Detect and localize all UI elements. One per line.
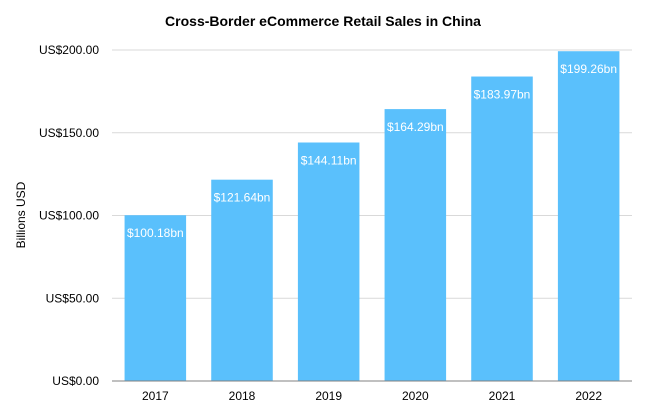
data-label-2021: $183.97bn	[474, 88, 531, 102]
y-tick-label: US$100.00	[39, 209, 99, 223]
x-tick-label: 2020	[402, 389, 429, 403]
bar-2018	[211, 179, 273, 381]
y-tick-label: US$200.00	[39, 43, 99, 57]
bars	[124, 51, 620, 382]
bar-2022	[557, 51, 620, 381]
x-tick-label: 2019	[315, 389, 342, 403]
x-tick-label: 2017	[142, 389, 169, 403]
data-label-2017: $100.18bn	[127, 226, 184, 240]
x-tick-label: 2022	[575, 389, 602, 403]
data-label-2019: $144.11bn	[301, 153, 357, 167]
chart-title: Cross-Border eCommerce Retail Sales in C…	[165, 13, 481, 29]
x-tick-label: 2021	[489, 389, 516, 403]
y-tick-label: US$50.00	[46, 291, 100, 305]
y-tick-label: US$0.00	[52, 374, 99, 388]
data-label-2020: $164.29bn	[387, 120, 444, 134]
bar-2020	[384, 109, 447, 382]
x-tick-label: 2018	[229, 389, 256, 403]
x-tick-labels: 2017 2018 2019 2020 2021 2022	[142, 389, 602, 403]
bar-2021	[471, 76, 533, 381]
data-label-2022: $199.26bn	[560, 62, 617, 76]
data-label-2018: $121.64bn	[214, 191, 271, 205]
gridlines	[112, 49, 632, 299]
y-axis-label: Billions USD	[14, 181, 28, 248]
y-tick-labels: US$0.00 US$50.00 US$100.00 US$150.00 US$200.…	[39, 43, 99, 388]
bar-2017	[124, 215, 187, 381]
data-labels: $100.18bn $121.64bn $144.11bn $164.29bn $183…	[127, 62, 617, 240]
y-tick-label: US$150.00	[39, 126, 99, 140]
bar-2019	[297, 142, 360, 381]
